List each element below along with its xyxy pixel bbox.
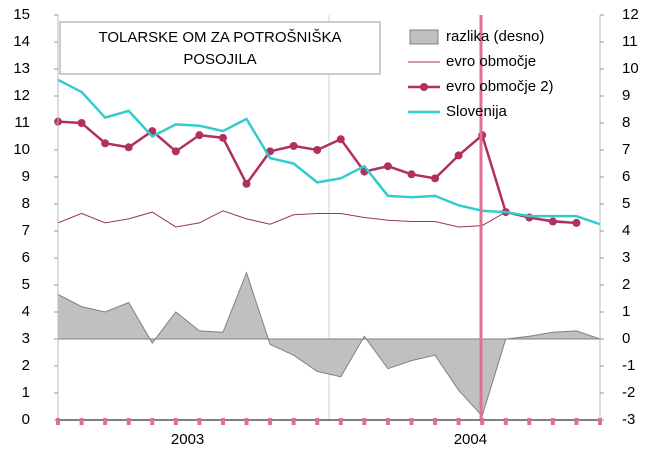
y-tick-label: 15 [13, 6, 30, 23]
y-tick-label: 6 [22, 249, 30, 266]
legend-swatch [409, 29, 439, 45]
line [57, 78, 601, 226]
plot-area [54, 15, 601, 420]
chart-title: POSOJILA [183, 51, 256, 68]
x-tick [79, 418, 84, 425]
x-tick [126, 418, 131, 425]
marker [313, 146, 322, 154]
legend-marker [420, 83, 428, 91]
area [57, 271, 601, 417]
y2-tick-label: -2 [622, 384, 635, 401]
x-tick [103, 418, 108, 425]
marker [171, 147, 180, 156]
y2-tick-label: -3 [622, 411, 635, 428]
y2-tick-label: 6 [622, 168, 630, 185]
marker [124, 143, 133, 152]
y2-tick-label: 7 [622, 141, 630, 158]
marker [218, 133, 227, 142]
x-tick [550, 418, 555, 425]
line [57, 210, 577, 228]
marker [242, 179, 251, 188]
line [57, 120, 577, 225]
marker [101, 139, 110, 148]
y2-tick-label: 8 [622, 114, 630, 131]
chart-title: TOLARSKE OM ZA POTROŠNIŠKA [98, 29, 341, 46]
y-tick-label: 0 [22, 411, 30, 428]
x-tick [503, 418, 508, 425]
x-tick [385, 418, 390, 425]
x-tick [315, 418, 320, 425]
y2-tick-label: 9 [622, 87, 630, 104]
y2-tick-label: 10 [622, 60, 639, 77]
y2-tick-label: 0 [622, 330, 630, 347]
x-tick [220, 418, 225, 425]
x-tick [574, 418, 579, 425]
legend-label: Slovenija [446, 103, 508, 120]
y-tick-label: 12 [13, 87, 30, 104]
y-tick-label: 4 [22, 303, 30, 320]
marker [383, 162, 392, 171]
marker [454, 151, 463, 160]
y-tick-label: 14 [13, 33, 30, 50]
x-tick [56, 418, 60, 425]
y2-tick-label: 12 [622, 6, 639, 23]
x-group-label: 2003 [171, 431, 204, 448]
y2-tick-label: 1 [622, 303, 630, 320]
marker [407, 170, 416, 179]
title-box [59, 21, 381, 75]
y-tick-label: 9 [22, 168, 30, 185]
x-tick [291, 418, 296, 425]
x-tick [456, 418, 461, 425]
x-tick [244, 418, 249, 425]
y2-tick-label: 2 [622, 276, 630, 293]
y-tick-label: 5 [22, 276, 30, 293]
y-tick-label: 10 [13, 141, 30, 158]
marker [548, 217, 557, 226]
legend-label: evro območje 2) [446, 78, 554, 95]
marker [572, 218, 581, 227]
y-tick-label: 1 [22, 384, 30, 401]
x-tick [197, 418, 202, 425]
y2-tick-label: 5 [622, 195, 630, 212]
y2-tick-label: 11 [622, 33, 638, 50]
y-tick-label: 2 [22, 357, 30, 374]
marker [431, 174, 440, 183]
x-tick [362, 418, 367, 425]
x-tick [480, 418, 485, 425]
y-tick-label: 7 [22, 222, 30, 239]
x-group-label: 2004 [454, 431, 487, 448]
marker [77, 119, 86, 127]
x-tick [409, 418, 414, 425]
y2-tick-label: -1 [622, 357, 635, 374]
y-tick-label: 11 [14, 114, 30, 131]
x-tick [433, 418, 438, 425]
x-tick [527, 418, 532, 425]
marker [289, 141, 298, 150]
y-tick-label: 8 [22, 195, 30, 212]
x-tick [173, 418, 178, 425]
x-tick [598, 418, 602, 425]
x-tick [338, 418, 343, 425]
x-tick [268, 418, 273, 425]
x-tick [150, 418, 155, 425]
y-tick-label: 13 [13, 60, 30, 77]
legend-label: evro območje [446, 53, 536, 70]
y2-tick-label: 4 [622, 222, 630, 239]
marker [195, 131, 204, 140]
y2-tick-label: 3 [622, 249, 630, 266]
y-tick-label: 3 [22, 330, 30, 347]
marker [336, 135, 345, 144]
legend-label: razlika (desno) [446, 28, 544, 45]
